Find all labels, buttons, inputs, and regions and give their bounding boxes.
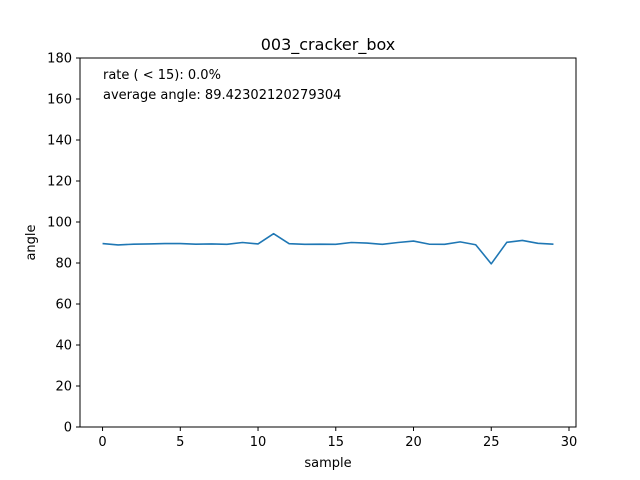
x-tick-label: 10: [250, 435, 267, 450]
y-axis-label: angle: [24, 224, 39, 260]
x-tick-label: 30: [561, 435, 578, 450]
y-tick-label: 20: [55, 380, 72, 395]
annotation-rate: rate ( < 15): 0.0%: [103, 68, 221, 83]
x-tick-label: 5: [176, 435, 184, 450]
x-tick-label: 20: [405, 435, 422, 450]
series-layer: [102, 232, 554, 265]
x-axis-ticks: 0 5 10 15 20 25 30: [98, 427, 577, 450]
annotation-average-angle: average angle: 89.42302120279304: [103, 88, 341, 103]
x-axis-label: sample: [304, 456, 351, 471]
y-tick-label: 120: [47, 175, 72, 190]
x-tick-label: 25: [483, 435, 500, 450]
y-axis-ticks: 0 20 40 60 80 100 120 140 160 180: [47, 52, 80, 436]
y-tick-label: 80: [55, 257, 72, 272]
y-tick-label: 100: [47, 216, 72, 231]
y-tick-label: 0: [64, 421, 72, 436]
y-tick-label: 140: [47, 134, 72, 149]
series-line: [102, 232, 554, 265]
y-tick-label: 60: [55, 298, 72, 313]
y-tick-label: 180: [47, 52, 72, 67]
chart-title: 003_cracker_box: [261, 35, 396, 55]
y-tick-label: 40: [55, 339, 72, 354]
x-tick-label: 0: [98, 435, 106, 450]
x-tick-label: 15: [328, 435, 345, 450]
y-tick-label: 160: [47, 93, 72, 108]
plot-frame: [79, 57, 577, 428]
